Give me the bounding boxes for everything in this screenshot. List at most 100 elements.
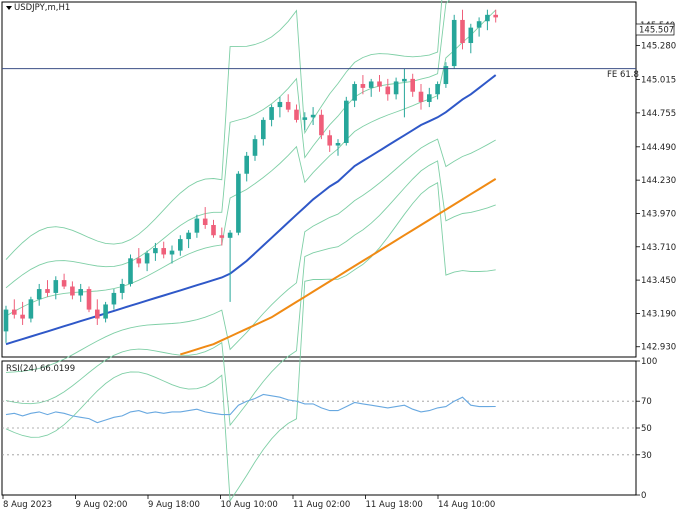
candle <box>344 96 349 146</box>
candle <box>261 117 266 146</box>
candle <box>493 9 498 23</box>
price-label: 144.490 <box>641 143 676 153</box>
candle <box>161 241 166 259</box>
candle-body <box>211 224 216 236</box>
rsi-title: RSI(24) 66.0199 <box>6 364 75 374</box>
price-label: 145.015 <box>641 76 676 86</box>
candle <box>368 78 374 97</box>
candle-body <box>103 304 108 319</box>
candle <box>3 305 9 343</box>
candle-body <box>12 309 17 315</box>
time-label: 10 Aug 10:00 <box>221 500 278 510</box>
candle <box>402 68 407 118</box>
rsi-axis-label: 50 <box>641 424 652 434</box>
symbol-title: USDJPY,m,H1 <box>14 3 70 13</box>
candle-body <box>178 239 183 251</box>
candle-body <box>194 218 200 233</box>
candle <box>310 107 316 126</box>
candle <box>236 171 241 236</box>
band-line <box>5 0 443 260</box>
price-label: 144.230 <box>641 176 676 186</box>
candle-body <box>418 91 424 102</box>
candle <box>285 94 291 113</box>
candle <box>327 130 332 152</box>
candle <box>476 17 482 37</box>
candle <box>128 254 133 287</box>
candle <box>28 296 34 323</box>
price-label: 143.450 <box>641 276 676 286</box>
candle <box>410 73 415 97</box>
candle <box>178 235 183 256</box>
candle-body <box>443 66 449 85</box>
candle <box>227 230 233 302</box>
rsi-axis-label: 30 <box>641 451 652 461</box>
candle-body <box>28 299 34 319</box>
candle-body <box>161 248 166 255</box>
candle <box>485 9 490 31</box>
price-label: 143.970 <box>641 209 676 219</box>
candle-body <box>344 100 349 143</box>
candle-body <box>368 81 374 88</box>
candle <box>219 227 225 246</box>
candle <box>153 242 158 261</box>
candle-body <box>20 314 25 319</box>
candle-body <box>236 173 241 233</box>
candle <box>393 77 399 100</box>
candle <box>12 299 17 319</box>
rsi-line <box>5 393 496 424</box>
candle-body <box>261 119 266 140</box>
current-price-label: 145.507 <box>639 26 674 36</box>
candle-body <box>302 117 308 120</box>
candle <box>377 75 382 92</box>
candle <box>435 81 440 100</box>
candle <box>427 87 432 108</box>
price-label: 143.190 <box>641 309 676 319</box>
candle <box>269 104 274 127</box>
candle-body <box>45 289 50 293</box>
candle <box>119 278 125 300</box>
price-label: 143.710 <box>641 243 676 253</box>
main-plot-area <box>1 1 637 358</box>
candle-body <box>95 309 100 319</box>
candle <box>136 248 142 268</box>
candle-body <box>227 232 233 238</box>
candle-body <box>377 81 382 87</box>
candle <box>169 245 175 264</box>
candle-body <box>252 139 258 156</box>
candle-body <box>460 19 465 44</box>
collapse-triangle-icon[interactable] <box>6 6 12 10</box>
candle <box>252 135 258 161</box>
candle <box>277 96 283 118</box>
candle-body <box>451 19 457 67</box>
candle-body <box>111 292 117 305</box>
time-label: 9 Aug 02:00 <box>76 500 128 510</box>
time-axis: 8 Aug 2023 9 Aug 02:00 9 Aug 18:00 10 Aug 1… <box>2 495 495 510</box>
candle <box>294 104 299 123</box>
current-price-tag <box>635 23 675 36</box>
candle <box>335 139 341 156</box>
candle-body <box>294 109 299 120</box>
candle <box>244 151 249 182</box>
candle-body <box>153 248 158 254</box>
candle-body <box>493 14 498 18</box>
candle <box>45 280 50 297</box>
ma-slow-line <box>180 178 497 356</box>
moving-averages <box>5 74 497 356</box>
candle-body <box>244 155 249 174</box>
candle-body <box>119 283 125 293</box>
candle <box>194 214 200 238</box>
candle-body <box>36 289 42 300</box>
symbol-header: USDJPY,m,H1 <box>6 3 70 13</box>
price-axis: 145.540 145.507 FE 61.8 145.280145.01514… <box>607 21 676 353</box>
rsi-axis-label: 0 <box>641 491 646 501</box>
candle-body <box>476 21 482 28</box>
candle <box>443 62 449 88</box>
candle <box>78 283 83 302</box>
candle <box>319 109 324 140</box>
candle <box>86 286 92 313</box>
band-line <box>5 160 496 427</box>
candle-body <box>285 101 291 110</box>
candle-body <box>61 280 67 287</box>
candle-body <box>144 253 150 264</box>
candle <box>468 23 474 54</box>
